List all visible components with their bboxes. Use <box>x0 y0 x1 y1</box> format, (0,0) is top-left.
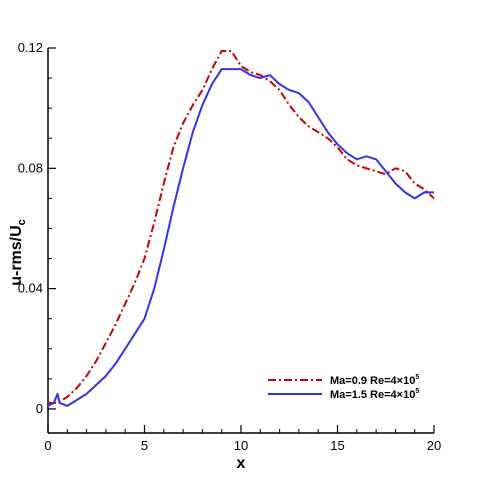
series-line-1 <box>48 50 435 404</box>
x-axis-title: x <box>237 455 246 472</box>
y-tick-label: 0.04 <box>18 281 43 296</box>
y-axis-title-subscript: c <box>16 219 28 225</box>
x-tick-label: 15 <box>330 438 344 453</box>
x-tick-label: 0 <box>44 438 51 453</box>
labels: 0 5 10 15 20 0 0.04 0.08 0.12 x u-rms/Uc <box>8 40 441 472</box>
series-line-2 <box>47 68 434 407</box>
y-axis-title-text: u-rms/U <box>8 225 25 285</box>
axes <box>47 47 435 434</box>
legend-label-superscript: 5 <box>415 388 419 395</box>
x-tick-label: 5 <box>141 438 148 453</box>
x-tick-label: 10 <box>234 438 248 453</box>
legend-label-2: Ma=1.5 Re=4×105 <box>330 388 419 401</box>
y-axis-title: u-rms/Uc <box>8 219 28 286</box>
series-layer <box>47 50 435 407</box>
legend-label-1: Ma=0.9 Re=4×105 <box>330 374 419 387</box>
legend-label-text: Ma=1.5 Re=4×10 <box>330 389 415 401</box>
y-tick-label: 0 <box>36 401 43 416</box>
legend-label-superscript: 5 <box>415 374 419 381</box>
y-tick-label: 0.08 <box>18 160 43 175</box>
legend-label-text: Ma=0.9 Re=4×10 <box>330 375 415 387</box>
x-tick-label: 20 <box>427 438 441 453</box>
y-tick-label: 0.12 <box>18 40 43 55</box>
